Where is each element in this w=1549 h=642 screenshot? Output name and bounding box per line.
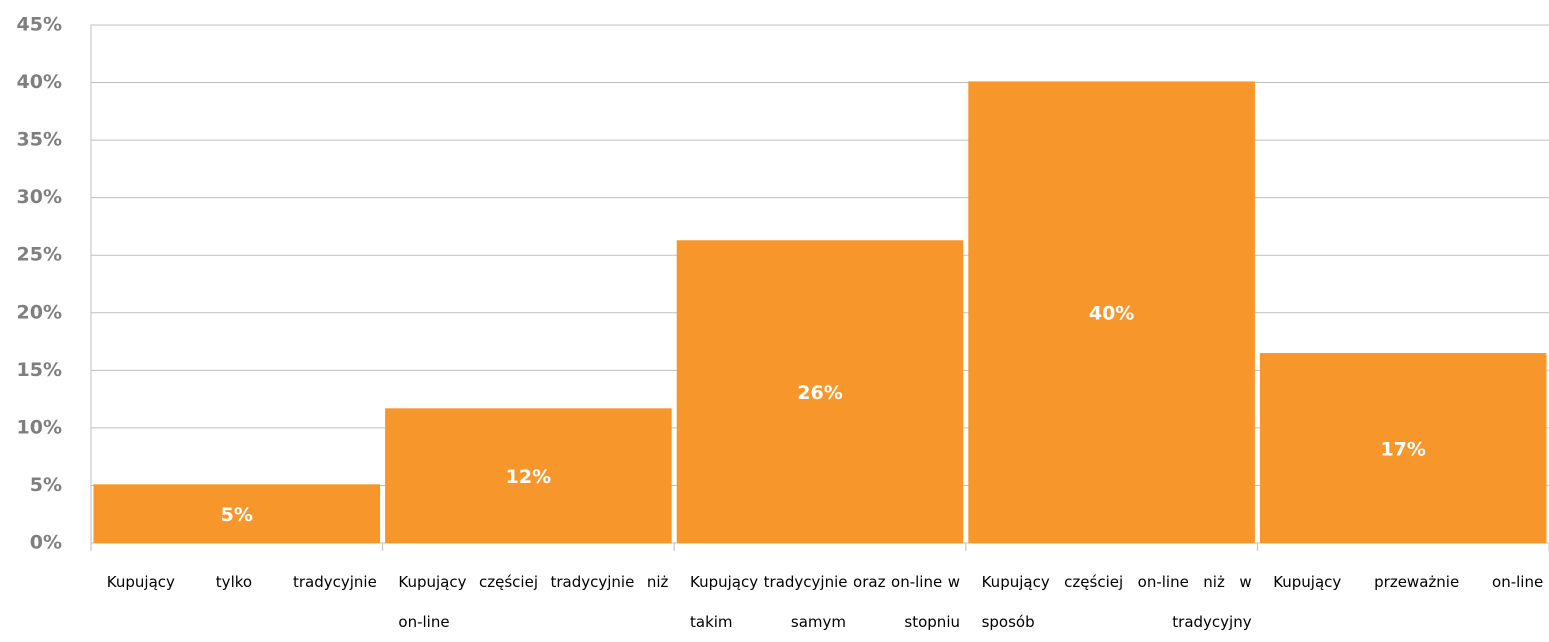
x-tick-label: Kupujący tradycyjnie oraz on-line w taki… — [690, 573, 960, 631]
x-tick-label: Kupujący przeważnie on-line — [1273, 573, 1544, 591]
data-label: 40% — [1089, 303, 1134, 325]
data-label: 26% — [797, 382, 842, 404]
data-label: 5% — [221, 504, 253, 526]
data-label: 12% — [506, 466, 551, 488]
bar — [1259, 353, 1547, 543]
data-label: 17% — [1380, 439, 1425, 461]
y-tick-label: 20% — [17, 301, 62, 323]
y-tick-label: 5% — [30, 474, 62, 496]
bar — [676, 240, 964, 543]
y-tick-label: 25% — [17, 244, 62, 266]
bar — [93, 484, 381, 543]
y-tick-label: 30% — [17, 186, 62, 208]
y-tick-label: 40% — [17, 71, 62, 93]
y-tick-label: 10% — [17, 416, 62, 438]
y-tick-label: 0% — [30, 532, 62, 554]
bar — [385, 408, 672, 543]
x-tick-label: Kupujący częściej tradycyjnie niż on-lin… — [398, 573, 669, 631]
x-tick-label: Kupujący częściej on-line niż w sposób t… — [981, 573, 1252, 631]
y-tick-label: 35% — [17, 129, 62, 151]
bar — [968, 81, 1255, 543]
y-tick-label: 15% — [17, 359, 62, 381]
x-tick-label: Kupujący tylko tradycyjnie — [106, 573, 377, 591]
y-tick-label: 45% — [17, 14, 62, 36]
